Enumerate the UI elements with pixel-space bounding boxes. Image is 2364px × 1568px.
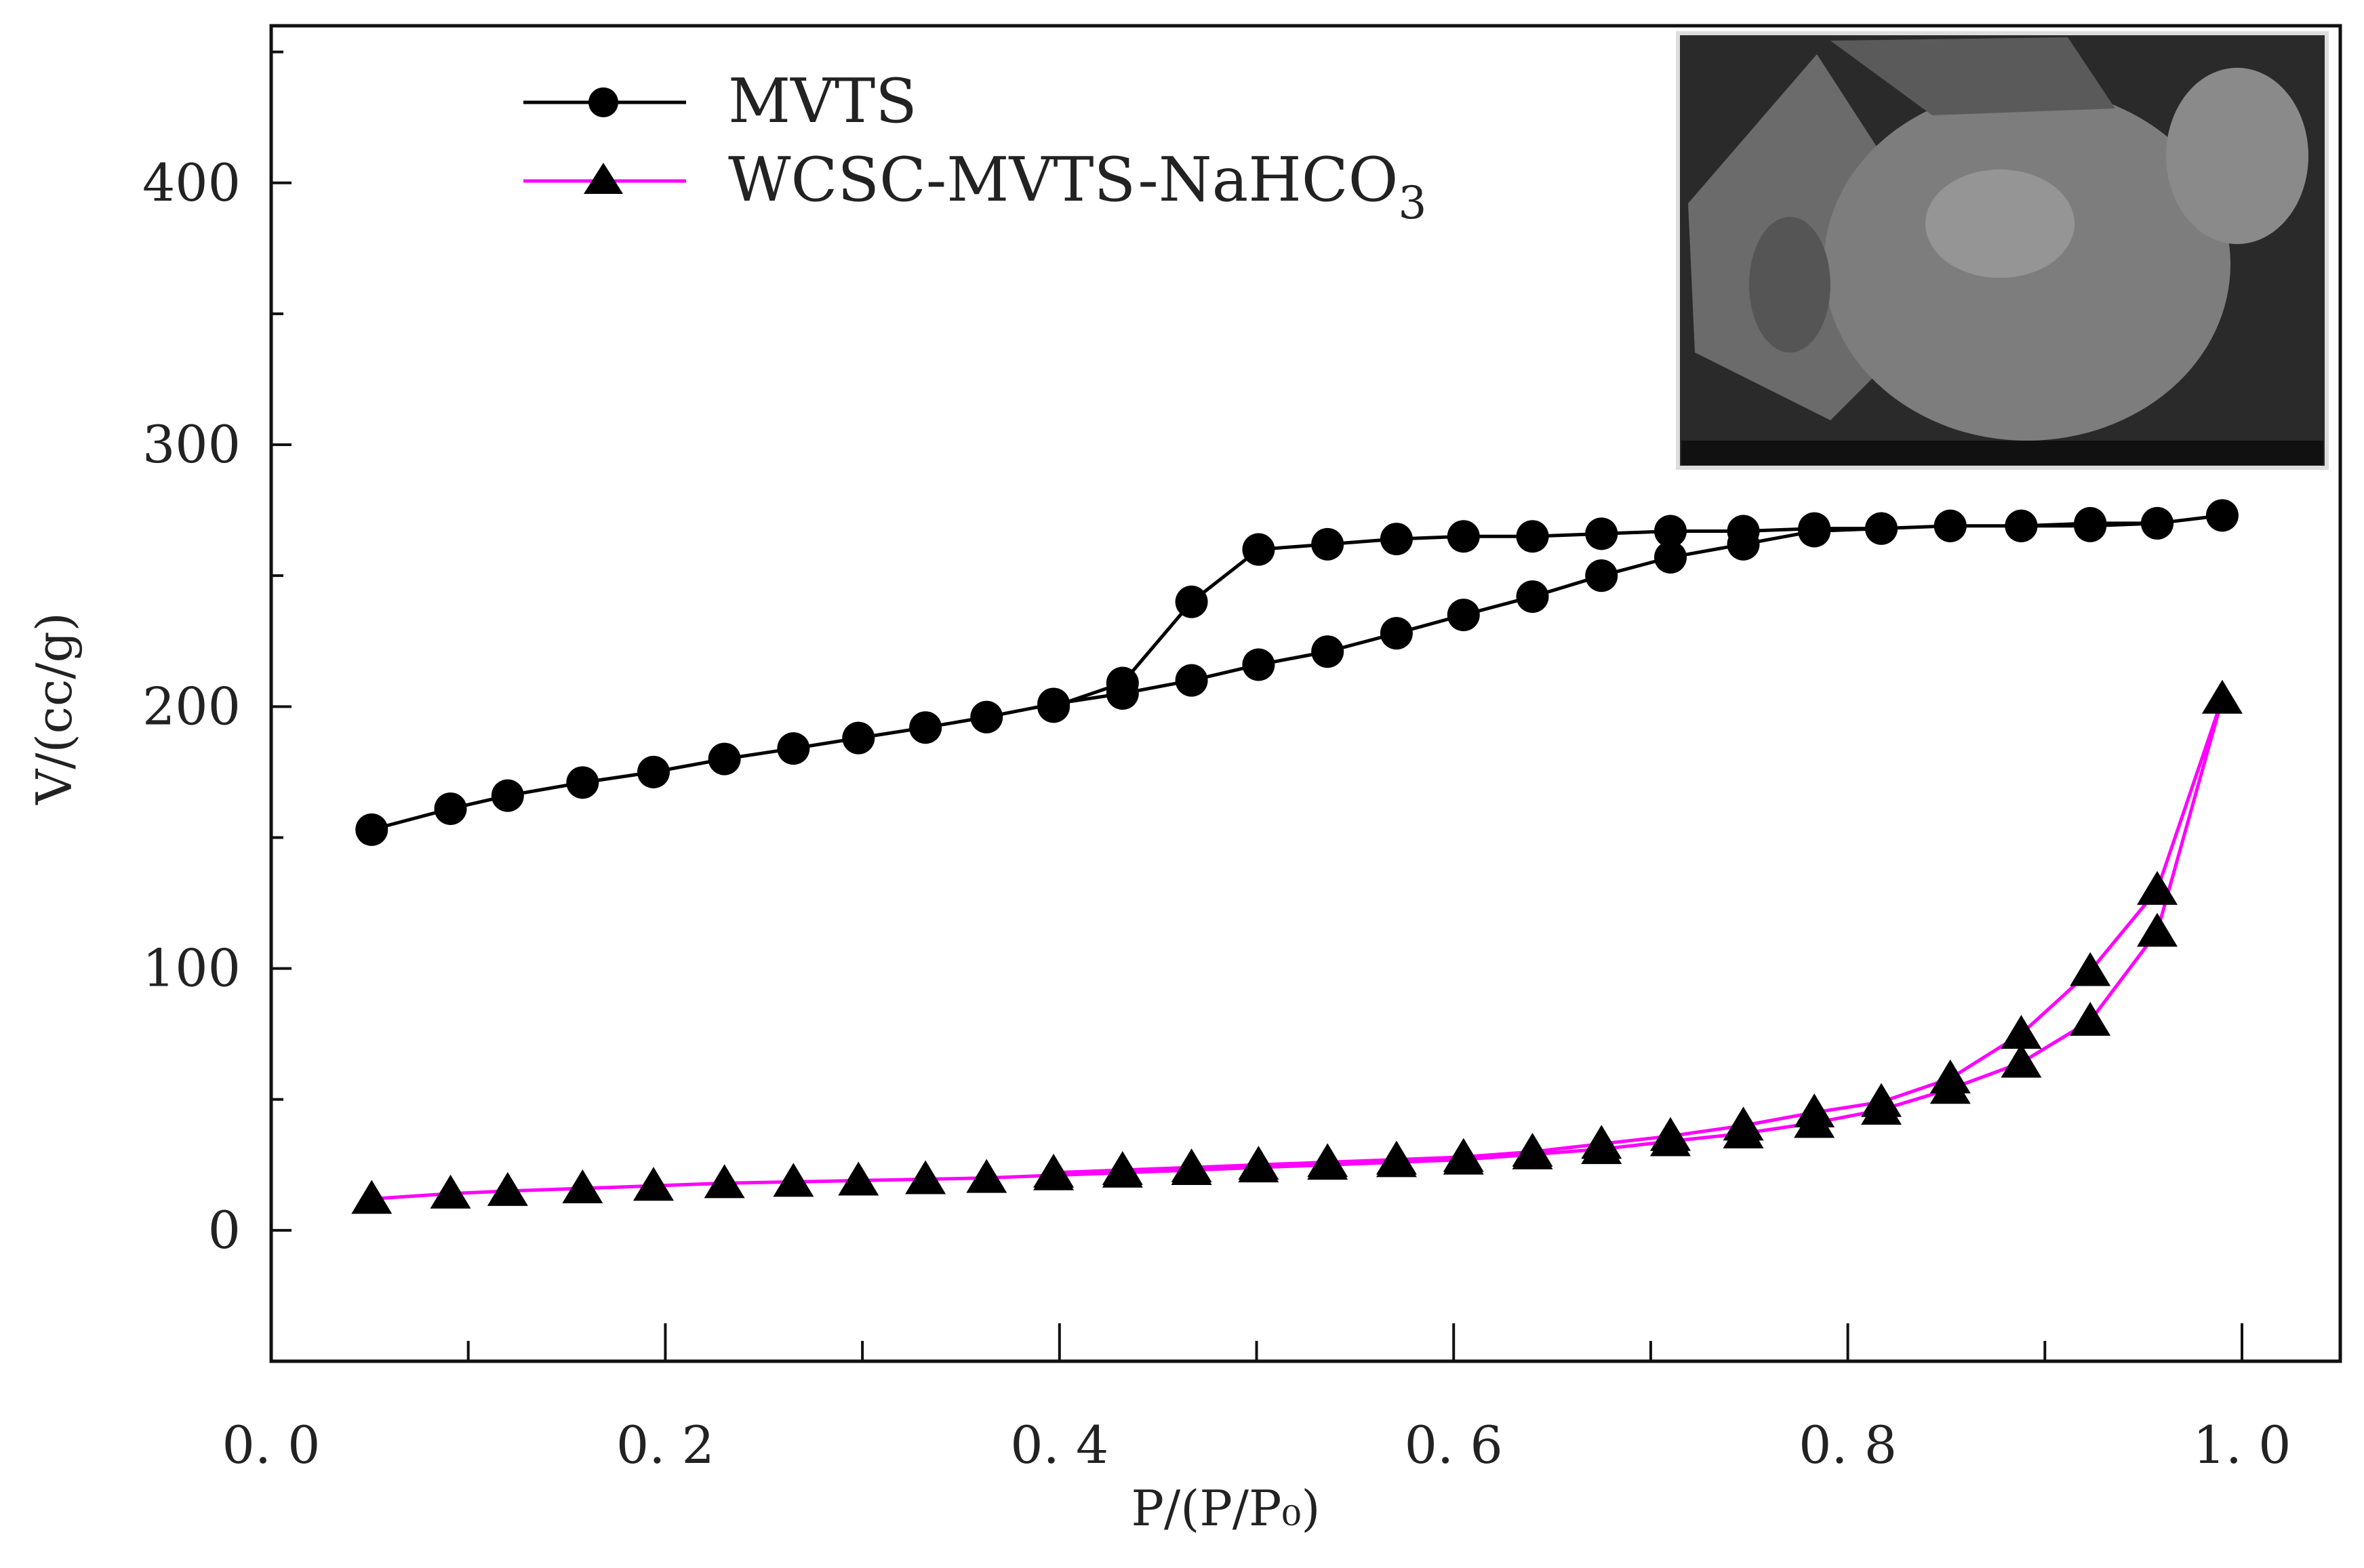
data-point-mvts [1242, 533, 1275, 566]
data-point-mvts [1380, 523, 1413, 556]
data-point-wcsc-mvts-nahco3 [2201, 679, 2243, 714]
data-point-wcsc-mvts-nahco3 [1794, 1093, 1835, 1128]
legend-item-mvts: MVTS [523, 66, 917, 137]
data-point-wcsc-mvts-nahco3 [2001, 1043, 2042, 1078]
data-point-wcsc-mvts-nahco3 [905, 1160, 946, 1194]
data-point-wcsc-mvts-nahco3 [487, 1171, 528, 1206]
data-point-mvts [2074, 509, 2107, 542]
data-point-mvts [355, 813, 388, 846]
data-point-mvts [1516, 580, 1549, 614]
sem-inset-image [1676, 31, 2329, 470]
data-point-wcsc-mvts-nahco3 [1512, 1132, 1553, 1167]
data-point-wcsc-mvts-nahco3 [2070, 952, 2111, 986]
data-point-wcsc-mvts-nahco3 [1649, 1117, 1691, 1151]
data-point-mvts [1654, 541, 1687, 574]
data-point-wcsc-mvts-nahco3 [1171, 1148, 1212, 1183]
data-point-mvts [1654, 515, 1687, 548]
data-point-wcsc-mvts-nahco3 [633, 1167, 674, 1201]
data-point-mvts [1447, 520, 1480, 553]
data-point-wcsc-mvts-nahco3 [773, 1163, 814, 1197]
data-point-wcsc-mvts-nahco3 [1238, 1146, 1279, 1180]
data-point-mvts [2140, 506, 2173, 540]
data-point-mvts [1311, 527, 1344, 561]
data-point-wcsc-mvts-nahco3 [2070, 1001, 2111, 1036]
data-point-wcsc-mvts-nahco3 [704, 1164, 745, 1199]
y-tick-label: 0 [208, 1200, 241, 1260]
circle-marker-icon [588, 87, 618, 117]
data-point-mvts [909, 711, 942, 744]
data-point-wcsc-mvts-nahco3 [2136, 870, 2178, 905]
data-point-mvts [970, 700, 1003, 733]
data-point-mvts [2005, 509, 2038, 542]
legend-item-wcsc: WCSC-MVTS-NaHCO3 [523, 144, 1426, 229]
data-point-mvts [434, 792, 467, 825]
data-point-mvts [2205, 499, 2239, 532]
data-point-wcsc-mvts-nahco3 [966, 1159, 1007, 1193]
data-point-mvts [842, 721, 875, 755]
data-point-wcsc-mvts-nahco3 [1443, 1138, 1484, 1172]
data-point-wcsc-mvts-nahco3 [1861, 1083, 1902, 1117]
y-axis-label: V/(cc/g) [26, 612, 83, 805]
data-point-mvts [1447, 599, 1480, 632]
x-tick-label: 0. 4 [1010, 1415, 1108, 1475]
data-point-mvts [1037, 690, 1070, 723]
data-point-mvts [1106, 666, 1139, 700]
data-point-mvts [1311, 635, 1344, 668]
data-point-mvts [491, 779, 524, 812]
data-point-mvts [1380, 617, 1413, 650]
data-point-wcsc-mvts-nahco3 [1307, 1143, 1348, 1178]
legend-label-mvts: MVTS [728, 66, 917, 137]
data-point-mvts [1242, 648, 1275, 681]
data-point-mvts [1175, 585, 1208, 618]
axis-ticks: 0. 0 0. 2 0. 4 0. 6 0. 8 1. 0 0 100 200 300 400 [142, 50, 2291, 1475]
x-tick-label: 0. 8 [1799, 1415, 1897, 1475]
y-tick-label: 400 [142, 153, 241, 213]
data-point-wcsc-mvts-nahco3 [1033, 1153, 1075, 1188]
data-point-wcsc-mvts-nahco3 [1723, 1106, 1764, 1141]
x-tick-label: 1. 0 [2192, 1415, 2291, 1475]
y-tick-label: 200 [142, 676, 241, 736]
data-point-mvts [1934, 509, 1967, 542]
data-point-mvts [1516, 520, 1549, 553]
data-point-wcsc-mvts-nahco3 [1102, 1151, 1143, 1186]
data-point-wcsc-mvts-nahco3 [1376, 1140, 1417, 1175]
x-tick-label: 0. 6 [1405, 1415, 1503, 1475]
x-tick-label: 0. 0 [222, 1415, 320, 1475]
data-point-mvts [708, 742, 741, 776]
data-point-mvts [777, 732, 810, 765]
series-layer [351, 499, 2243, 1214]
data-point-mvts [1727, 515, 1760, 548]
data-point-wcsc-mvts-nahco3 [351, 1180, 393, 1214]
data-point-mvts [637, 755, 670, 788]
data-point-wcsc-mvts-nahco3 [1929, 1059, 1971, 1093]
data-point-mvts [1585, 517, 1618, 550]
data-point-wcsc-mvts-nahco3 [1581, 1125, 1622, 1159]
triangle-marker-icon [584, 163, 623, 194]
y-tick-label: 300 [142, 414, 241, 475]
data-point-wcsc-mvts-nahco3 [430, 1174, 471, 1209]
data-point-wcsc-mvts-nahco3 [2136, 912, 2178, 947]
data-point-mvts [1585, 559, 1618, 592]
data-point-wcsc-mvts-nahco3 [2001, 1015, 2042, 1049]
data-point-mvts [566, 766, 599, 799]
x-axis-label: P/(P/P₀) [1131, 1480, 1321, 1537]
y-tick-label: 100 [142, 938, 241, 999]
plot-frame [269, 24, 2342, 1363]
x-tick-label: 0. 2 [616, 1415, 715, 1475]
data-point-mvts [1175, 664, 1208, 697]
data-point-wcsc-mvts-nahco3 [838, 1161, 879, 1196]
data-point-mvts [1865, 512, 1898, 545]
data-point-wcsc-mvts-nahco3 [562, 1169, 603, 1204]
legend: MVTS WCSC-MVTS-NaHCO3 [523, 66, 1426, 229]
legend-label-wcsc: WCSC-MVTS-NaHCO3 [728, 144, 1426, 229]
data-point-mvts [1798, 512, 1831, 545]
